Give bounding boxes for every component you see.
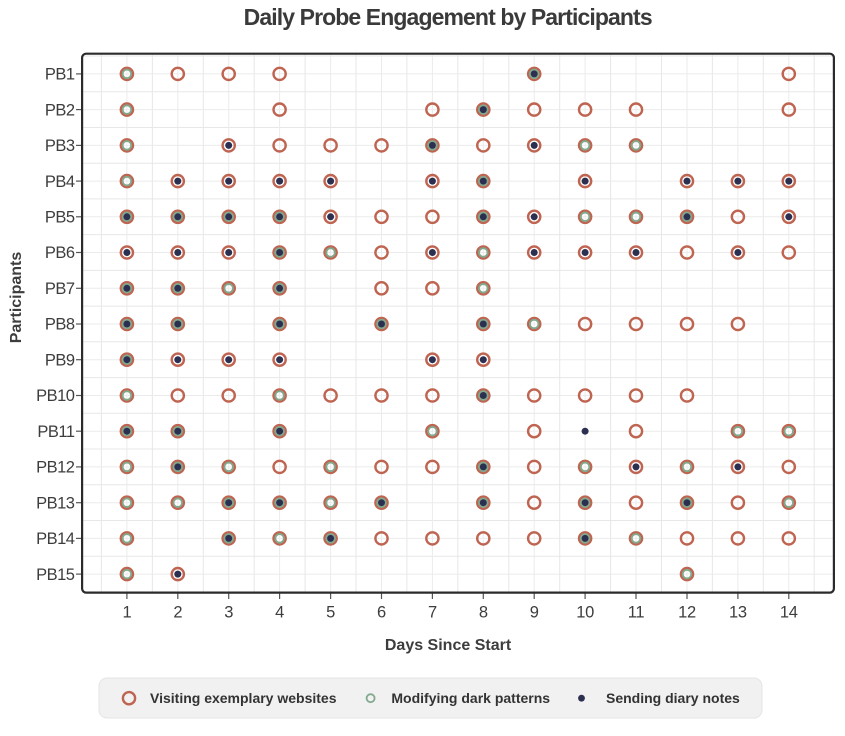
svg-text:PB3: PB3 <box>45 137 75 155</box>
svg-text:PB13: PB13 <box>36 494 75 512</box>
svg-text:13: 13 <box>729 603 747 621</box>
svg-text:5: 5 <box>326 603 335 621</box>
svg-text:8: 8 <box>479 603 488 621</box>
svg-text:PB5: PB5 <box>45 209 75 227</box>
svg-text:Days Since Start: Days Since Start <box>385 637 512 654</box>
svg-text:4: 4 <box>275 603 284 621</box>
svg-text:10: 10 <box>576 603 594 621</box>
svg-text:PB7: PB7 <box>45 280 75 298</box>
svg-text:PB15: PB15 <box>36 566 75 584</box>
svg-text:Visiting exemplary websites: Visiting exemplary websites <box>150 690 337 706</box>
svg-text:14: 14 <box>780 603 798 621</box>
svg-text:PB10: PB10 <box>36 387 75 405</box>
svg-text:9: 9 <box>530 603 539 621</box>
svg-text:PB1: PB1 <box>45 66 75 84</box>
svg-text:PB2: PB2 <box>45 101 75 119</box>
svg-text:PB4: PB4 <box>45 173 75 191</box>
svg-text:PB11: PB11 <box>37 423 74 441</box>
svg-text:3: 3 <box>224 603 233 621</box>
svg-text:Participants: Participants <box>8 252 25 344</box>
svg-text:12: 12 <box>678 603 696 621</box>
svg-text:Sending diary notes: Sending diary notes <box>606 690 740 706</box>
svg-text:6: 6 <box>377 603 386 621</box>
svg-text:PB14: PB14 <box>36 530 75 548</box>
svg-text:2: 2 <box>173 603 182 621</box>
svg-text:Modifying dark patterns: Modifying dark patterns <box>391 690 550 706</box>
svg-text:11: 11 <box>628 603 645 621</box>
svg-text:PB6: PB6 <box>45 244 75 262</box>
svg-text:PB8: PB8 <box>45 316 75 334</box>
svg-text:Daily Probe Engagement by Part: Daily Probe Engagement by Participants <box>244 4 652 30</box>
svg-text:7: 7 <box>428 603 437 621</box>
svg-text:1: 1 <box>122 603 131 621</box>
svg-text:PB9: PB9 <box>45 351 75 369</box>
svg-text:PB12: PB12 <box>36 459 75 477</box>
